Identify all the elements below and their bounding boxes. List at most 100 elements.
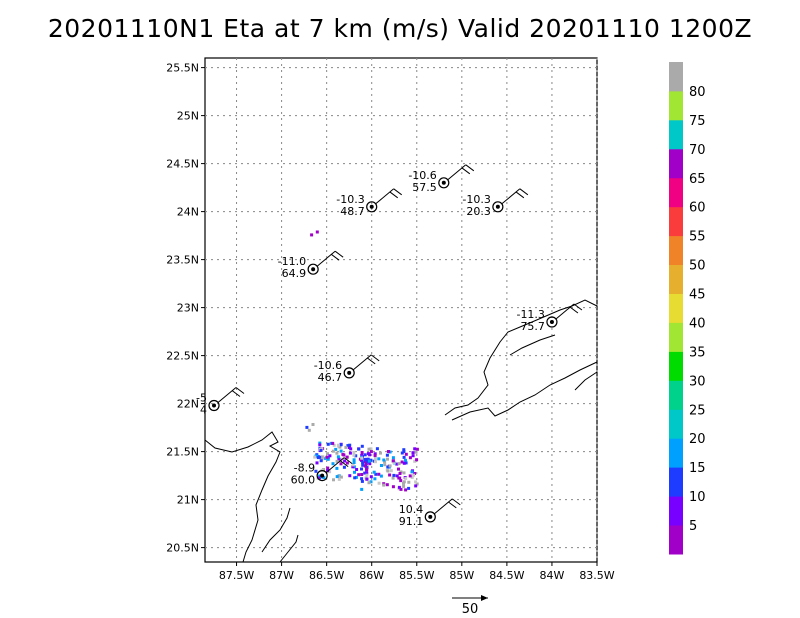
colorbar-label: 70 <box>689 143 706 158</box>
eta-cell <box>360 467 363 471</box>
eta-cell <box>339 475 343 479</box>
eta-cell <box>345 455 349 459</box>
eta-cell <box>360 451 364 454</box>
station-plots: -10.657.5-10.348.7-10.320.3-11.064.9-11.… <box>196 164 583 528</box>
wind-barb-shaft <box>433 498 453 515</box>
station-dot <box>495 204 500 209</box>
colorbar-label: 40 <box>689 317 706 332</box>
wind-barb-flag <box>461 167 471 175</box>
eta-cell <box>397 462 401 466</box>
eta-cell <box>374 460 377 464</box>
wind-barb-shaft <box>555 303 575 320</box>
colorbar-label: 20 <box>689 432 706 447</box>
eta-cell <box>391 459 395 463</box>
lat-label: 22N <box>177 398 199 411</box>
eta-cell <box>369 450 373 454</box>
yucatan-coast <box>204 431 281 563</box>
eta-cell <box>383 460 387 464</box>
station-circle <box>492 201 504 213</box>
station-circle <box>366 201 378 213</box>
station-temp: -5 <box>196 392 207 405</box>
eta-cell <box>379 451 382 455</box>
colorbar-label: 10 <box>689 490 706 505</box>
station-s1: -10.657.5 <box>408 164 475 194</box>
eta-cell <box>352 465 356 469</box>
eta-cell <box>383 463 387 467</box>
lat-label: 23.5N <box>166 254 199 267</box>
eta-cell <box>360 477 364 481</box>
wind-barb-flag <box>334 250 344 258</box>
eta-cell <box>392 473 396 477</box>
station-dot <box>320 473 325 478</box>
station-dot <box>428 514 433 519</box>
eta-cell <box>367 481 371 485</box>
eta-cell <box>389 469 393 473</box>
eta-cell <box>355 468 359 471</box>
colorbar-swatch <box>669 438 683 468</box>
eta-cell <box>322 476 326 480</box>
cuba-south-coast <box>451 361 598 421</box>
eta-cell <box>326 452 329 456</box>
eta-cell <box>382 458 386 462</box>
lat-label: 22.5N <box>166 350 199 363</box>
eta-cell <box>404 461 408 465</box>
lon-label: 85W <box>449 569 474 582</box>
lon-label: 85.5W <box>399 569 434 582</box>
eta-cell <box>379 474 383 478</box>
eta-cell <box>335 475 339 479</box>
colorbar-label: 75 <box>689 114 706 129</box>
eta-cell <box>373 457 377 461</box>
eta-cell <box>388 450 392 454</box>
station-speed: 91.1 <box>399 515 424 528</box>
eta-cell <box>326 469 330 473</box>
eta-cell <box>386 457 389 461</box>
station-speed: 60.0 <box>291 474 316 487</box>
eta-cell <box>408 474 412 478</box>
eta-cell <box>402 448 406 452</box>
wind-barb-flag <box>330 253 340 261</box>
station-temp: -11.3 <box>516 308 544 321</box>
station-temp: -10.6 <box>408 169 436 182</box>
reference-arrowhead <box>481 595 488 601</box>
colorbar-label: 5 <box>689 519 697 534</box>
colorbar-label: 15 <box>689 461 706 476</box>
eta-cell <box>325 455 329 459</box>
wind-barb-flag <box>366 357 376 365</box>
eta-cell <box>357 473 361 477</box>
eta-cell <box>349 447 353 451</box>
colorbar-swatch <box>669 293 683 323</box>
eta-cell <box>411 451 415 455</box>
eta-cell <box>334 447 338 451</box>
eta-cell <box>351 463 355 467</box>
eta-cell <box>351 465 355 469</box>
station-s2: -10.348.7 <box>336 188 403 218</box>
lat-label: 21.5N <box>166 446 199 459</box>
wind-barb-flag <box>389 191 399 199</box>
eta-cell <box>375 447 379 451</box>
eta-cell <box>369 475 373 479</box>
eta-cell <box>402 471 406 475</box>
station-speed: 46.7 <box>318 371 343 384</box>
eta-cell <box>377 481 381 485</box>
eta-cell <box>310 233 314 237</box>
eta-cell <box>313 455 317 459</box>
eta-cell <box>316 456 320 460</box>
eta-cell <box>360 444 364 448</box>
station-dot <box>369 204 374 209</box>
eta-cell <box>352 458 356 462</box>
eta-cell <box>414 480 418 484</box>
cuba-inner-coast <box>509 334 556 356</box>
colorbar-swatch <box>669 525 683 555</box>
eta-cell <box>307 428 311 432</box>
eta-cell <box>402 481 405 485</box>
eta-cell <box>366 452 370 456</box>
eta-cell <box>391 456 395 460</box>
colorbar-swatch <box>669 351 683 381</box>
eta-cell <box>388 473 392 477</box>
eta-cell <box>335 466 339 470</box>
eta-cell <box>407 486 411 490</box>
eta-cell <box>407 480 411 484</box>
eta-cell <box>414 450 418 454</box>
eta-cell <box>335 459 339 463</box>
eta-cell <box>369 447 373 451</box>
